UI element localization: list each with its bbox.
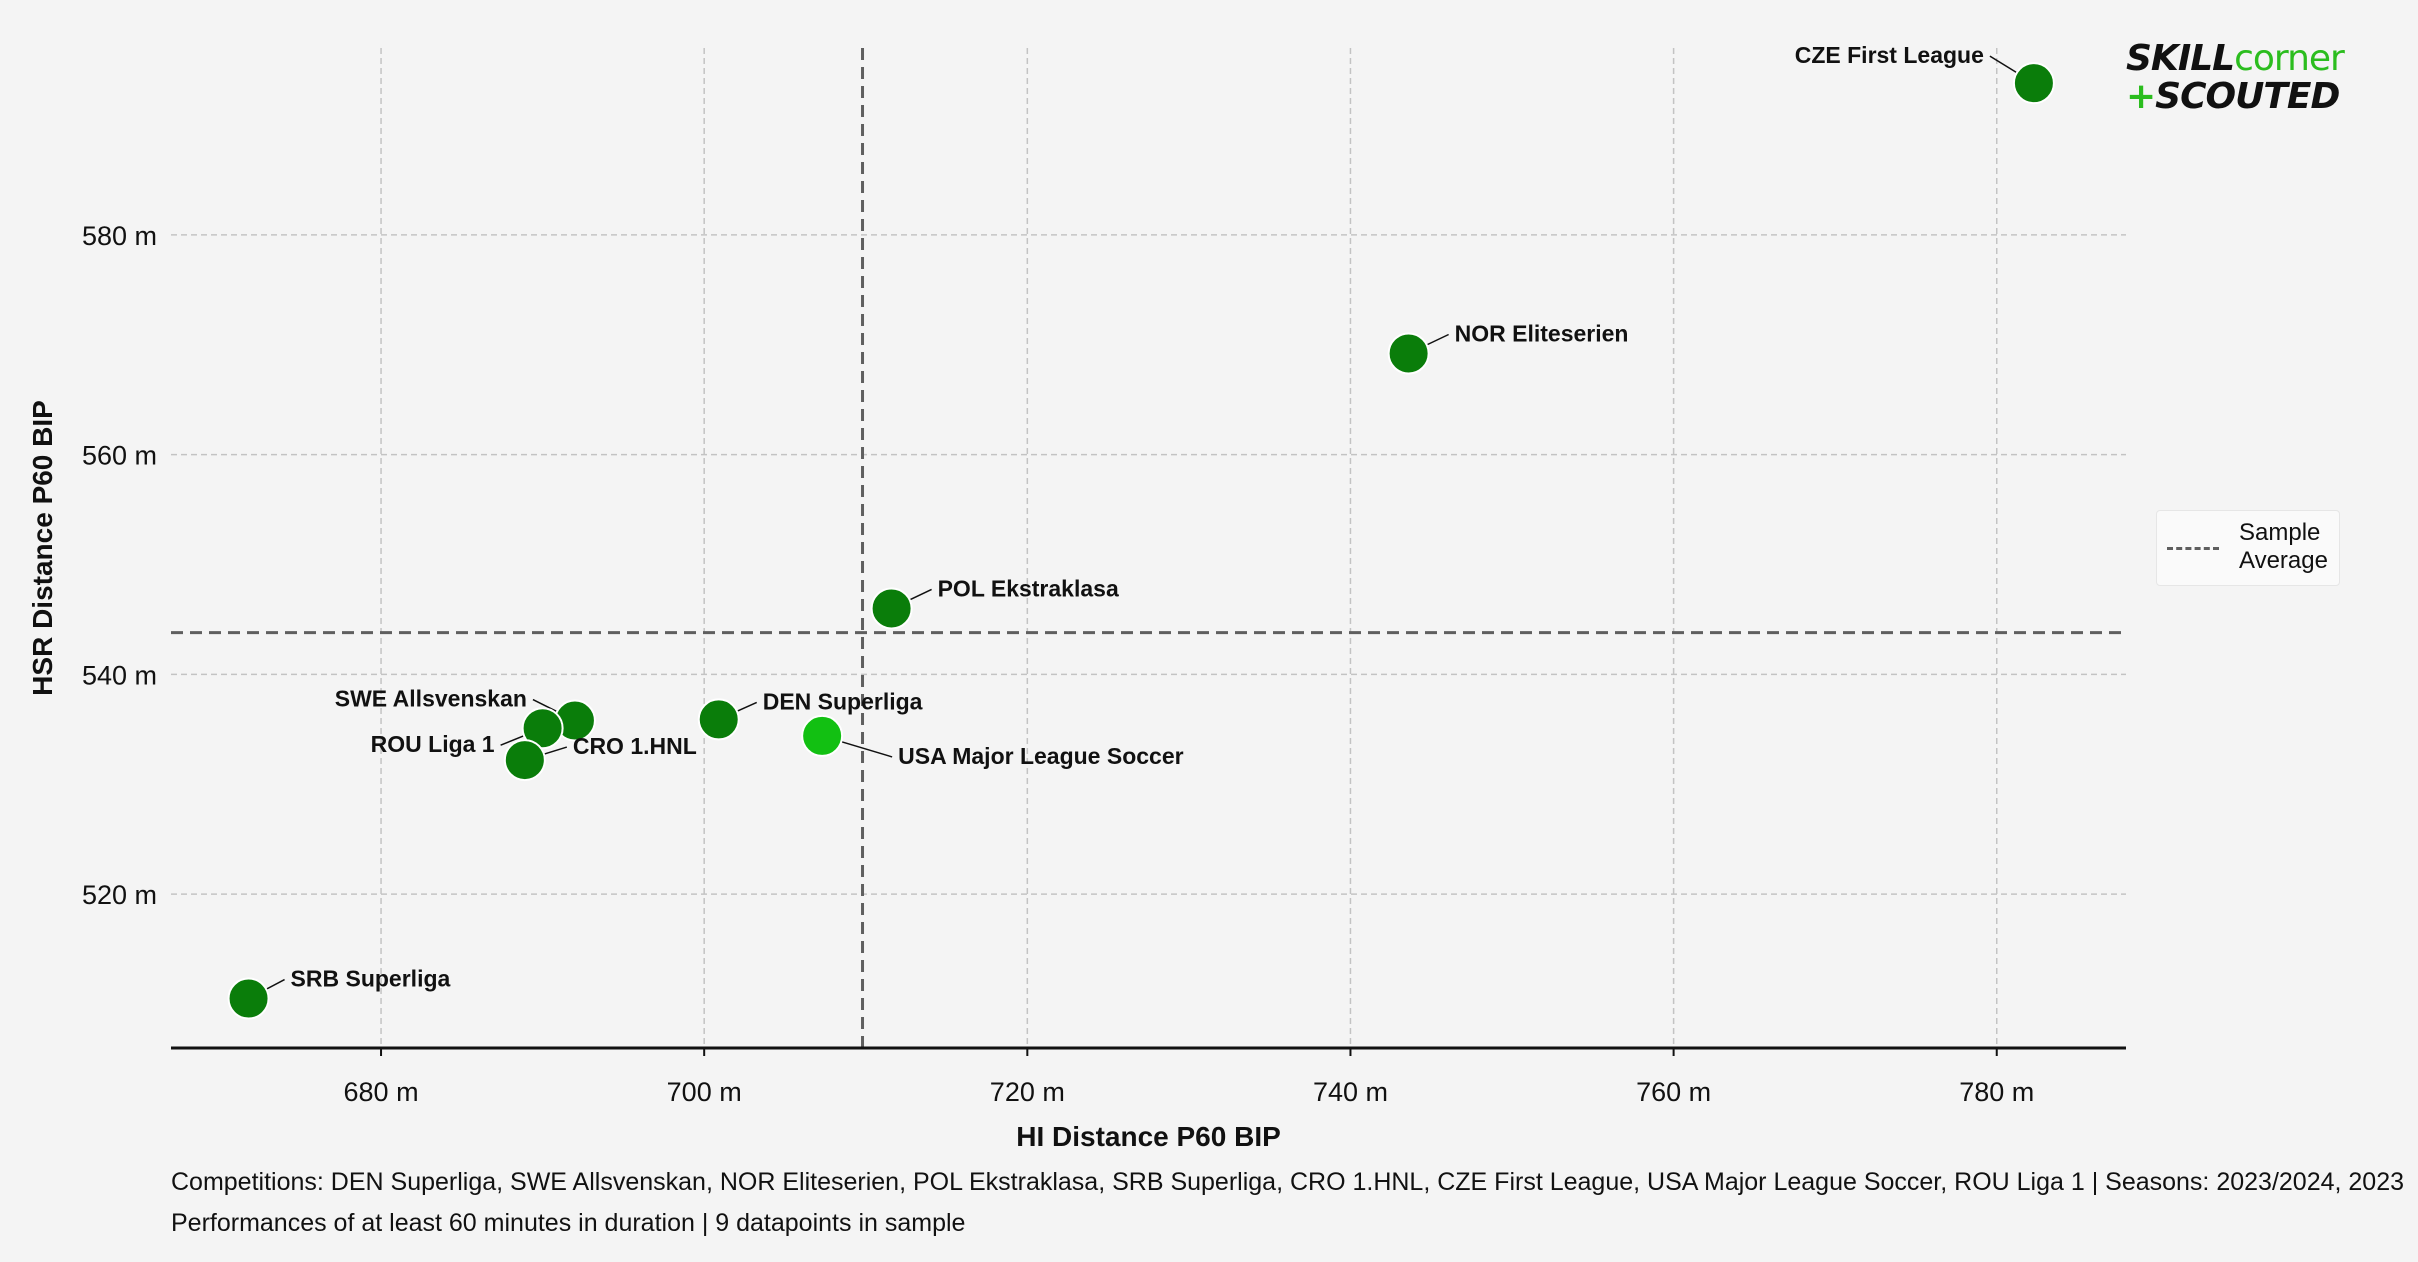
logo-word-skill: SKILL <box>2126 38 2235 79</box>
y-tick-label: 580 m <box>82 221 157 251</box>
data-point <box>503 739 546 782</box>
point-label: CZE First League <box>1795 42 1984 68</box>
point-label: DEN Superliga <box>763 688 923 714</box>
point-label: USA Major League Soccer <box>898 743 1184 769</box>
x-axis-label: HI Distance P60 BIP <box>1016 1121 1281 1152</box>
x-tick-label: 720 m <box>990 1077 1065 1107</box>
y-tick-label: 540 m <box>82 660 157 690</box>
x-tick-label: 700 m <box>667 1077 742 1107</box>
y-tick-label: 560 m <box>82 441 157 471</box>
point-label: NOR Eliteserien <box>1455 320 1629 346</box>
legend-label: Sample Average <box>2239 519 2328 574</box>
x-axis-ticks: 680 m 700 m 720 m 740 m 760 m 780 m <box>344 1048 2034 1107</box>
point-label: CRO 1.HNL <box>573 733 697 759</box>
legend: Sample Average <box>2156 510 2340 586</box>
data-point <box>801 714 844 757</box>
grid-lines <box>171 48 2126 1048</box>
x-tick-label: 780 m <box>1959 1077 2034 1107</box>
data-point <box>870 587 913 630</box>
data-points <box>227 62 2055 1020</box>
y-axis-ticks: 520 m 540 m 560 m 580 m <box>82 221 157 910</box>
caption-performances: Performances of at least 60 minutes in d… <box>171 1209 966 1237</box>
logo-word-scouted: SCOUTED <box>2155 76 2340 117</box>
skillcorner-scouted-logo: SKILLcorner +SCOUTED <box>2126 40 2366 116</box>
x-tick-label: 760 m <box>1636 1077 1711 1107</box>
label-leader-lines <box>248 55 2035 1000</box>
data-point <box>697 698 740 741</box>
point-labels: CZE First League NOR Eliteserien POL Ekstr… <box>291 42 1984 991</box>
data-point <box>2012 62 2055 105</box>
legend-dashed-swatch <box>2167 547 2219 550</box>
y-axis-label: HSR Distance P60 BIP <box>27 400 58 696</box>
data-point <box>1387 332 1430 375</box>
x-tick-label: 740 m <box>1313 1077 1388 1107</box>
point-label: SRB Superliga <box>291 966 451 992</box>
caption-competitions: Competitions: DEN Superliga, SWE Allsven… <box>171 1168 2405 1196</box>
logo-word-corner: corner <box>2234 38 2345 79</box>
point-label: ROU Liga 1 <box>371 731 495 757</box>
data-point <box>227 977 270 1020</box>
data-point <box>521 707 564 750</box>
y-tick-label: 520 m <box>82 880 157 910</box>
point-label: SWE Allsvenskan <box>335 686 527 712</box>
average-lines <box>171 48 2126 1048</box>
logo-plus: + <box>2126 76 2156 117</box>
x-tick-label: 680 m <box>344 1077 419 1107</box>
point-label: POL Ekstraklasa <box>938 575 1119 601</box>
